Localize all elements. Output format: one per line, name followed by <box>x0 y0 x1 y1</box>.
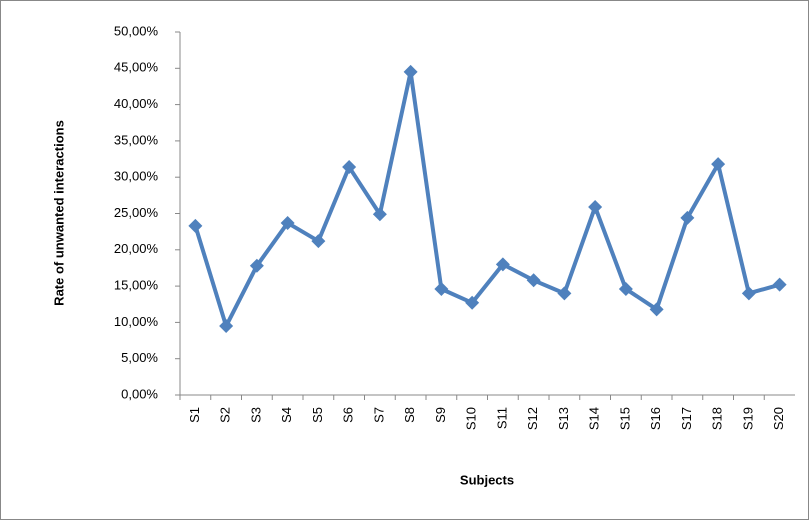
y-tick-label: 15,00% <box>114 278 159 293</box>
x-tick-label: S17 <box>679 407 694 430</box>
y-tick-label: 45,00% <box>114 60 159 75</box>
marker <box>649 302 664 317</box>
x-tick-label: S4 <box>279 407 294 423</box>
x-tick-label: S3 <box>248 407 263 423</box>
y-tick-label: 30,00% <box>114 169 159 184</box>
x-axis-title: Subjects <box>460 472 514 487</box>
x-tick-label: S7 <box>371 407 386 423</box>
x-tick-label: S11 <box>494 407 509 429</box>
marker <box>188 218 203 233</box>
marker <box>372 207 387 222</box>
marker <box>311 234 326 249</box>
x-tick-label: S10 <box>464 407 479 430</box>
y-tick-label: 5,00% <box>121 350 158 365</box>
marker <box>526 273 541 288</box>
y-tick-label: 50,00% <box>114 23 159 38</box>
y-tick-label: 20,00% <box>114 241 159 256</box>
marker <box>403 64 418 79</box>
x-tick-label: S14 <box>587 407 602 430</box>
line <box>193 69 781 329</box>
x-tick-label: S1 <box>187 407 202 423</box>
x-tick-label: S9 <box>433 407 448 423</box>
marker <box>465 295 480 310</box>
x-tick-label: S18 <box>710 407 725 430</box>
y-tick-label: 40,00% <box>114 96 159 111</box>
x-tick-label: S20 <box>771 407 786 430</box>
y-tick-label: 35,00% <box>114 132 159 147</box>
marker <box>249 258 264 273</box>
marker <box>495 257 510 272</box>
marker <box>741 286 756 301</box>
x-tick-label: S8 <box>402 407 417 423</box>
y-tick-label: 0,00% <box>121 386 158 401</box>
marker <box>588 199 603 214</box>
x-tick-label: S12 <box>525 407 540 430</box>
marker <box>711 157 726 172</box>
marker <box>342 160 357 175</box>
x-tick-label: S19 <box>740 407 755 430</box>
x-tick-label: S2 <box>218 407 233 423</box>
y-tick-label: 25,00% <box>114 205 159 220</box>
x-tick-label: S13 <box>556 407 571 430</box>
x-tick-label: S16 <box>648 407 663 430</box>
marker <box>618 282 633 297</box>
marker <box>434 282 449 297</box>
y-tick-label: 10,00% <box>114 314 159 329</box>
marker <box>219 319 234 334</box>
marker <box>680 210 695 225</box>
y-axis-title: Rate of unwanted interactions <box>51 120 66 306</box>
marker <box>557 286 572 301</box>
x-tick-label: S5 <box>310 407 325 423</box>
marker <box>772 277 787 292</box>
x-tick-label: S6 <box>341 407 356 423</box>
x-tick-label: S15 <box>617 407 632 430</box>
marker <box>280 215 295 230</box>
